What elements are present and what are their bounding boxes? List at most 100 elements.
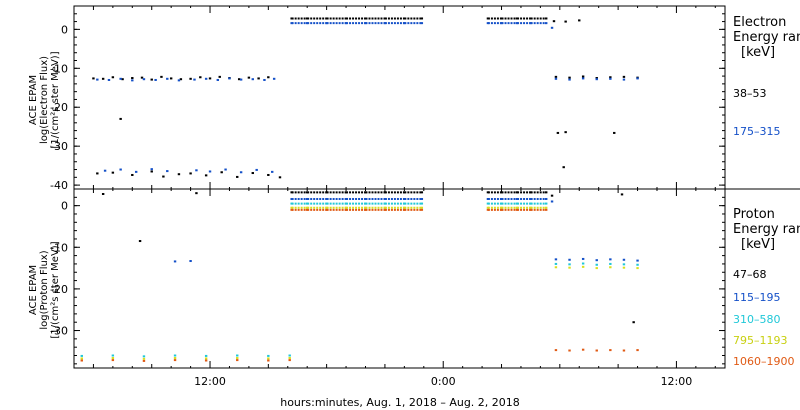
electron-point (96, 172, 99, 175)
electron-legend-entry: 38–53 (733, 87, 767, 100)
proton-legend-title-line-1: Proton (733, 207, 775, 222)
proton-ylabel-line-1: ACE EPAM (28, 265, 39, 315)
proton-point (195, 192, 198, 195)
electron-point (564, 131, 567, 134)
proton-point (236, 354, 239, 357)
x-tick-label: 0:00 (431, 375, 456, 388)
proton-point (568, 266, 571, 269)
electron-ytick-label: -20 (50, 101, 68, 114)
electron-point (216, 78, 220, 81)
electron-point (208, 77, 212, 80)
x-tick-label: 12:00 (194, 375, 226, 388)
electron-panel-frame (73, 5, 726, 190)
electron-point (119, 117, 122, 120)
proton-point (111, 357, 115, 360)
electron-point (578, 19, 581, 22)
electron-point (247, 76, 251, 79)
electron-point (581, 77, 585, 80)
electron-point (154, 78, 157, 81)
electron-point (150, 168, 153, 171)
proton-point (420, 202, 424, 205)
proton-point (622, 266, 626, 269)
electron-point (613, 131, 616, 134)
electron-point (189, 172, 192, 175)
electron-ytick-label: -10 (50, 62, 68, 75)
electron-ylabel-line-1: ACE EPAM (28, 75, 39, 125)
electron-legend-title-line-2: Energy ranges (733, 30, 800, 45)
proton-point (622, 263, 626, 266)
electron-point (486, 17, 490, 20)
proton-point (595, 267, 598, 270)
electron-point (278, 176, 282, 179)
electron-point (267, 173, 270, 176)
electron-point (195, 169, 198, 172)
proton-legend-title-line-2: Energy ranges (733, 222, 800, 237)
proton-ytick-label: -30 (50, 325, 68, 338)
proton-point (554, 262, 558, 265)
proton-point (550, 200, 554, 203)
electron-point (189, 77, 192, 80)
electron-point (179, 78, 183, 81)
proton-point (173, 357, 177, 360)
proton-point (204, 357, 208, 360)
proton-panel-frame (73, 188, 726, 369)
electron-point (564, 20, 567, 23)
electron-point (255, 168, 258, 171)
electron-legend-title: Electron Energy ranges [keV] (733, 15, 800, 60)
proton-point (595, 263, 598, 266)
electron-point (119, 77, 122, 80)
proton-legend-entry: 795–1193 (733, 334, 788, 347)
electron-point (199, 76, 202, 79)
proton-point (632, 321, 635, 324)
electron-point (204, 174, 208, 177)
electron-point (595, 77, 598, 80)
electron-point (121, 78, 124, 81)
proton-point (420, 191, 424, 194)
proton-point (288, 354, 291, 357)
proton-point (420, 208, 424, 211)
electron-point (486, 22, 490, 25)
proton-ylabel-line-2: log(Proton Flux) (39, 250, 50, 329)
proton-point (80, 357, 83, 360)
electron-ytick-label: -30 (50, 140, 68, 153)
proton-legend-entry: 115–195 (733, 291, 781, 304)
proton-point (568, 349, 571, 352)
proton-ytick-label: -10 (50, 241, 68, 254)
electron-point (101, 77, 105, 80)
proton-point (288, 359, 291, 362)
electron-point (134, 170, 138, 173)
proton-point (111, 359, 115, 362)
electron-point (193, 78, 196, 81)
proton-point (236, 359, 239, 362)
proton-point (595, 349, 598, 352)
electron-point (267, 76, 270, 79)
proton-point (142, 355, 146, 358)
proton-point (568, 258, 571, 261)
electron-point (251, 172, 254, 175)
proton-ylabel: ACE EPAM log(Proton Flux) [1/(cm²s ster … (28, 241, 61, 338)
proton-point (486, 208, 490, 211)
electron-point (208, 170, 212, 173)
proton-point (420, 206, 424, 209)
proton-point (486, 206, 490, 209)
electron-point (96, 78, 99, 81)
electron-point (554, 77, 558, 80)
electron-ytick-label: 0 (61, 23, 68, 36)
proton-point (420, 197, 424, 200)
proton-point (554, 266, 558, 269)
proton-point (568, 263, 571, 266)
electron-point (177, 79, 181, 82)
proton-point (581, 265, 585, 268)
electron-point (556, 131, 560, 134)
electron-point (257, 77, 260, 80)
proton-ytick-label: 0 (61, 200, 68, 213)
electron-point (177, 173, 181, 176)
proton-point (189, 260, 192, 263)
electron-point (271, 170, 274, 173)
electron-point (622, 75, 626, 78)
proton-point (636, 263, 639, 266)
proton-point (80, 354, 83, 357)
electron-point (239, 171, 243, 174)
proton-point (581, 262, 585, 265)
electron-point (263, 78, 266, 81)
